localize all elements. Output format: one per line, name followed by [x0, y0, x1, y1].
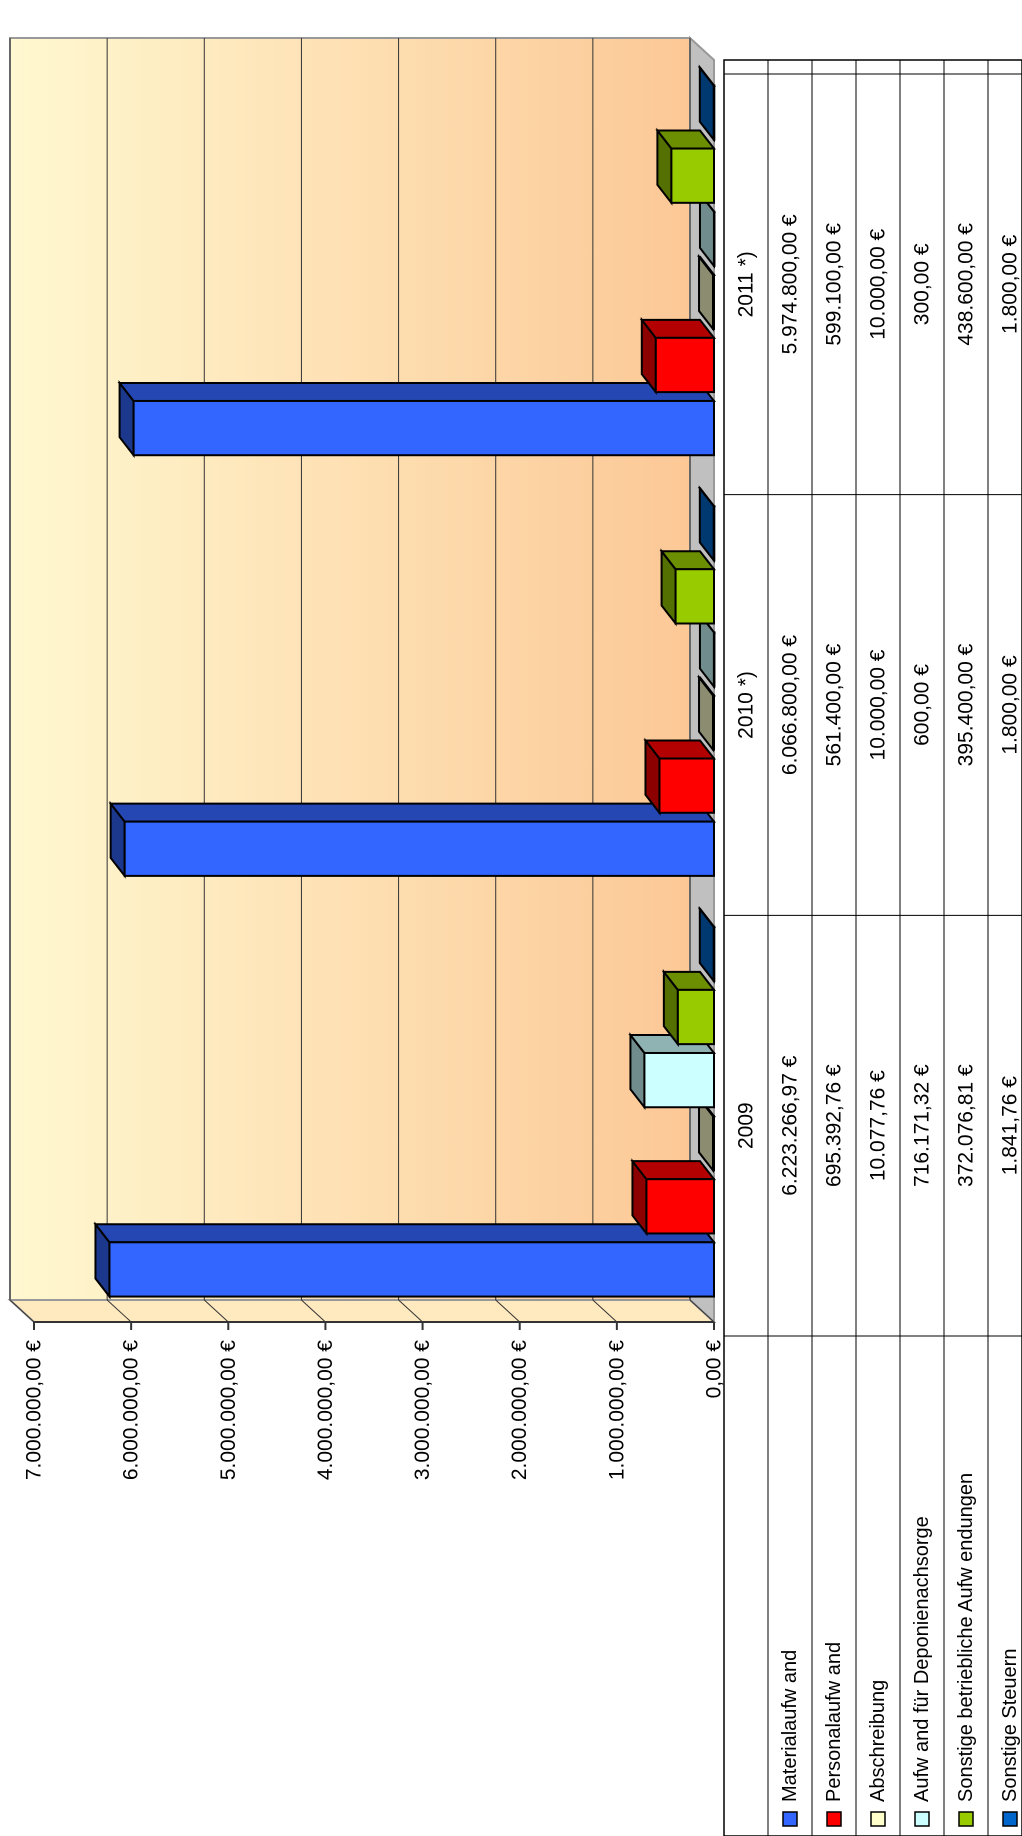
bar-top-face — [93, 1223, 717, 1244]
bar-top-face — [639, 318, 717, 339]
bar-front-face — [643, 1051, 716, 1109]
table-cell: 561.400,00 € — [823, 643, 846, 766]
table-cell: 600,00 € — [911, 664, 934, 746]
legend-swatch — [914, 1811, 930, 1827]
bar-5-1 — [697, 485, 717, 564]
gridline-depth — [301, 1299, 326, 1323]
value-axis: 0,00 € 1.000.000,00 € 2.000.000,00 € 3.000.… — [23, 1321, 726, 1480]
data-table: 2009 6.223.266,97 € 695.392,76 € 10.077,76 … — [723, 59, 1022, 1836]
bar-4-2 — [655, 127, 717, 206]
legend-swatch — [1002, 1811, 1018, 1827]
tick-label: 6.000.000,00 € — [120, 1340, 143, 1480]
bar-marks — [93, 64, 717, 1300]
tick-label: 4.000.000,00 € — [314, 1340, 337, 1480]
gridline-depth — [689, 1299, 715, 1323]
bar-1-2 — [639, 316, 717, 396]
bar-front-face — [712, 210, 716, 267]
tick-label: 7.000.000,00 € — [23, 1340, 46, 1480]
bar-front-face — [712, 273, 715, 331]
gridline-depth — [495, 1299, 521, 1323]
table-cell: 6.223.266,97 € — [779, 1055, 802, 1195]
table-cell: 1.800,00 € — [999, 655, 1022, 755]
bar-1-0 — [630, 1158, 717, 1237]
legend-swatch — [958, 1811, 974, 1827]
bar-front-face — [658, 757, 715, 814]
bar-front-face — [712, 694, 715, 751]
bar-0-2 — [117, 380, 717, 459]
table-cell: 1.800,00 € — [999, 234, 1022, 334]
bar-top-face — [630, 1160, 717, 1181]
legend-swatch — [870, 1811, 886, 1827]
bar-front-face — [670, 147, 715, 204]
bar-front-face — [712, 505, 716, 562]
plot-back-wall — [7, 35, 717, 1325]
bar-top-face — [117, 381, 717, 402]
tick-label: 5.000.000,00 € — [217, 1340, 240, 1480]
bar-5-2 — [697, 64, 717, 143]
tick-label: 2.000.000,00 € — [508, 1340, 531, 1480]
legend-swatch — [782, 1811, 798, 1827]
bar-front-face — [676, 988, 716, 1046]
bar-front-face — [712, 631, 716, 688]
bar-1-1 — [643, 737, 717, 816]
bar-2-1 — [696, 674, 717, 753]
year-header: 2011 *) — [735, 251, 758, 317]
table-cell: 716.171,32 € — [911, 1064, 934, 1187]
legend-entry: Sonstige Steuern — [999, 1649, 1021, 1802]
tick-label: 1.000.000,00 € — [605, 1340, 628, 1480]
legend-entry: Sonstige betriebliche Aufw endungen — [955, 1473, 977, 1802]
tick-label: 3.000.000,00 € — [411, 1340, 434, 1480]
bar-4-1 — [659, 548, 717, 627]
table-cell: 6.066.800,00 € — [779, 635, 802, 775]
bar-front-face — [712, 84, 716, 141]
legend-entry: Abschreibung — [867, 1680, 889, 1802]
bar-front-face — [123, 820, 716, 877]
table-cell: 695.392,76 € — [823, 1064, 846, 1187]
side-wall — [7, 1299, 717, 1323]
table-cell: 5.974.800,00 € — [779, 214, 802, 354]
gridline-depth — [592, 1299, 618, 1323]
legend-entry: Materialaufw and — [779, 1650, 801, 1802]
bar-3-0 — [628, 1032, 717, 1111]
gridline-depth — [398, 1299, 423, 1323]
gridlines — [9, 38, 715, 1323]
bar-front-face — [645, 1178, 716, 1235]
table-cell: 10.000,00 € — [867, 649, 890, 760]
table-cell: 300,00 € — [911, 243, 934, 325]
gridline-depth — [9, 1299, 35, 1323]
bar-front-face — [712, 1115, 715, 1172]
gridline-depth — [106, 1299, 132, 1323]
table-frame — [723, 59, 1022, 1836]
table-cell: 599.100,00 € — [823, 223, 846, 346]
table-cell: 10.000,00 € — [867, 229, 890, 340]
bar-front-face — [674, 568, 716, 625]
table-cell: 438.600,00 € — [955, 223, 978, 346]
bar-front-face — [712, 925, 716, 983]
table-cell: 1.841,76 € — [999, 1076, 1022, 1176]
bar-2-2 — [696, 253, 717, 332]
table-cell: 10.077,76 € — [867, 1070, 890, 1181]
legend-entry: Personalaufw and — [823, 1642, 845, 1802]
bar-0-1 — [108, 800, 717, 879]
year-header: 2009 — [735, 1102, 758, 1149]
bar-0-0 — [93, 1221, 717, 1300]
legend-swatch — [826, 1811, 842, 1827]
legend-entry: Aufw and für Deponienachsorge — [911, 1516, 933, 1802]
year-header: 2010 *) — [735, 671, 758, 739]
bar-top-face — [108, 802, 717, 823]
table-cell: 395.400,00 € — [955, 643, 978, 766]
gridline-depth — [203, 1299, 229, 1323]
tick-label: 0,00 € — [703, 1340, 726, 1399]
bar-5-0 — [697, 905, 717, 984]
bar-4-0 — [661, 968, 717, 1048]
back-wall — [9, 37, 691, 1301]
table-cell: 372.076,81 € — [955, 1064, 978, 1187]
bar-front-face — [108, 1241, 716, 1298]
bar-front-face — [654, 336, 715, 394]
bar-front-face — [132, 399, 715, 457]
